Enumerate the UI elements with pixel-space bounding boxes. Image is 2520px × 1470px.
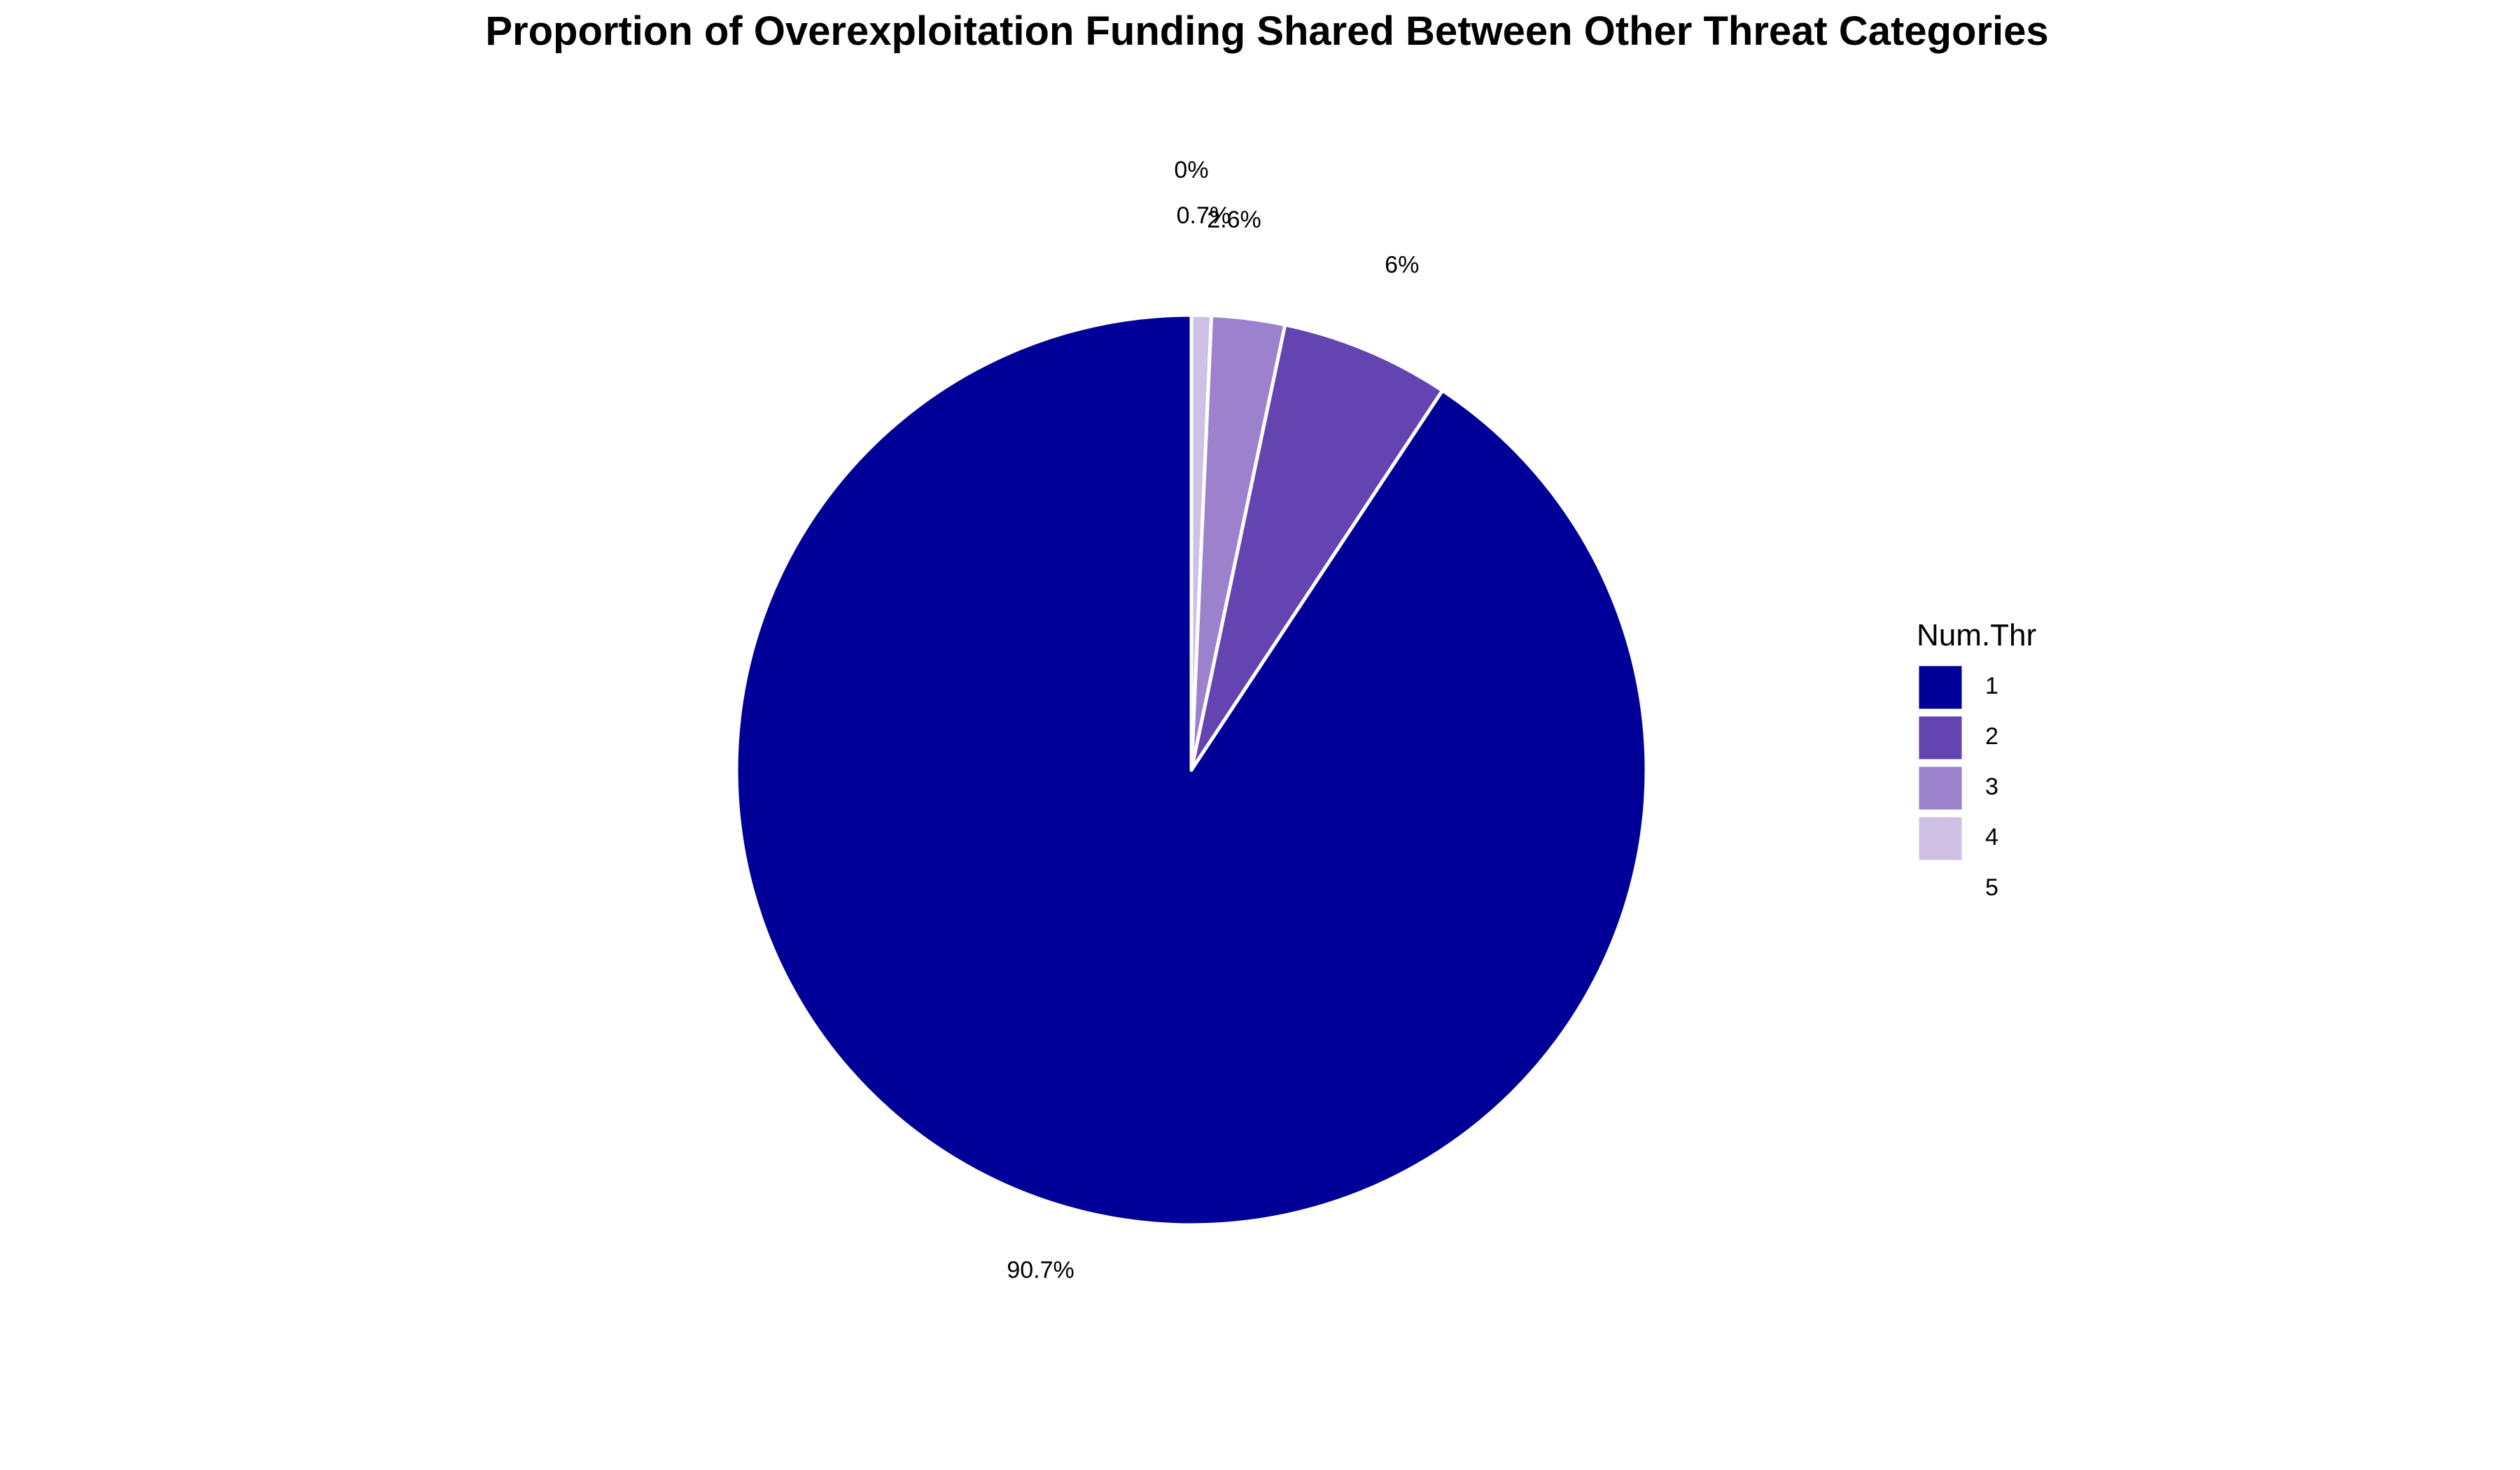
slice-label-4: 0.7%	[1177, 202, 1231, 229]
legend-key-5	[1918, 867, 1963, 911]
slice-label-1: 90.7%	[1007, 1256, 1074, 1283]
slice-label-5: 0%	[1174, 157, 1208, 183]
legend-key-4	[1918, 816, 1963, 861]
legend-label-3: 3	[1985, 774, 1998, 800]
pie-slices	[736, 315, 1646, 1225]
legend-label-1: 1	[1985, 673, 1998, 699]
slice-label-2: 6%	[1385, 251, 1419, 278]
legend-title: Num.Thr	[1917, 618, 2036, 652]
legend-label-2: 2	[1985, 723, 1998, 750]
legend-key-3	[1918, 766, 1963, 811]
legend-key-2	[1918, 715, 1963, 760]
chart-title: Proportion of Overexploitation Funding S…	[485, 8, 2048, 54]
legend: Num.Thr 1 2 3 4 5	[1917, 618, 2036, 911]
legend-items: 1 2 3 4 5	[1918, 665, 1998, 911]
legend-label-4: 4	[1985, 824, 1998, 850]
legend-key-1	[1918, 665, 1963, 710]
legend-label-5: 5	[1985, 874, 1998, 901]
